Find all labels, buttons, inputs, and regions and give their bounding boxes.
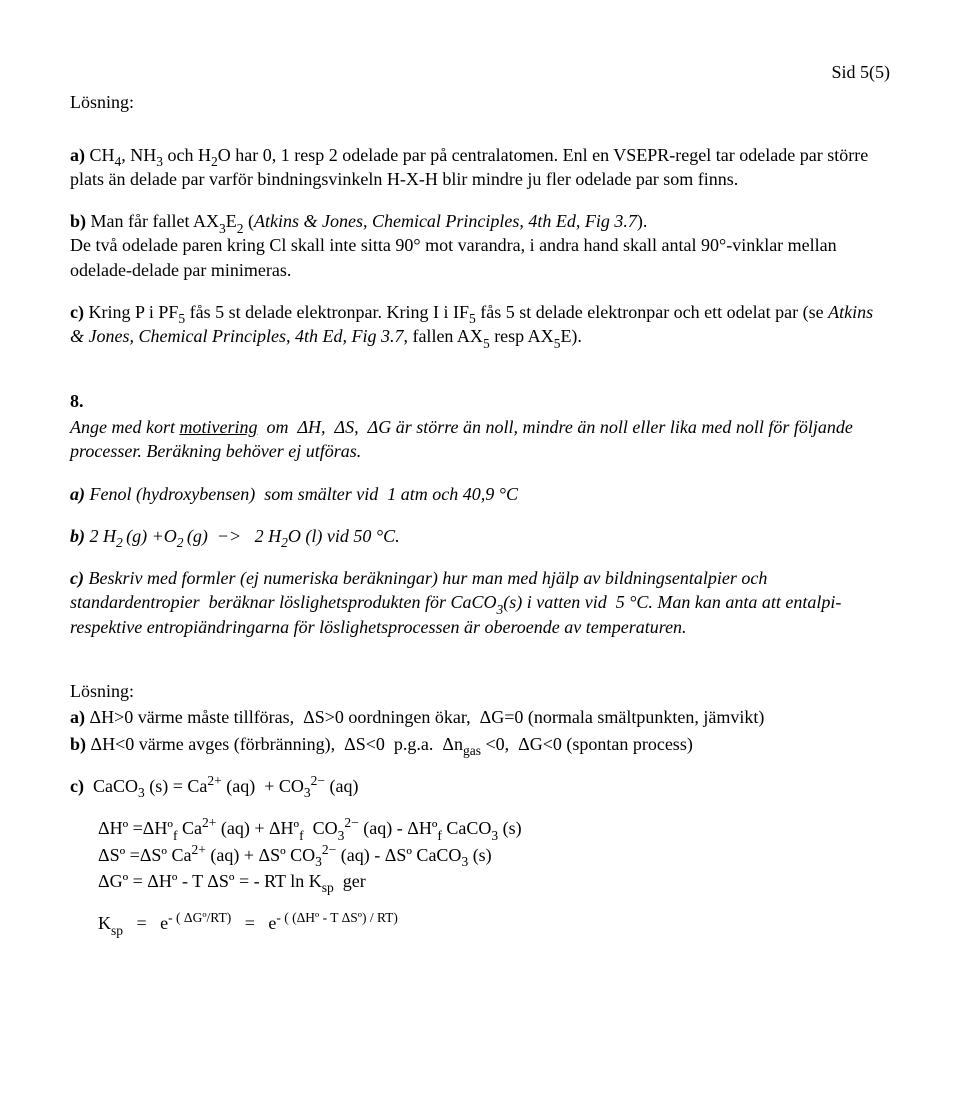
answer-c-label: c)	[70, 302, 84, 322]
dS-line: ΔSº =ΔSº Ca2+ (aq) + ΔSº CO32− (aq) - ΔS…	[70, 843, 890, 867]
sol-a-label: a)	[70, 707, 85, 727]
answer-b-label: b)	[70, 211, 86, 231]
sol-a: a) ΔH>0 värme måste tillföras, ΔS>0 oord…	[70, 705, 890, 729]
answer-b-ref: Atkins & Jones, Chemical Principles, 4th…	[254, 211, 637, 231]
losning-heading: Lösning:	[70, 90, 890, 114]
answer-c: c) Kring P i PF5 fås 5 st delade elektro…	[70, 300, 890, 349]
q8b: b) 2 H2 (g) +O2 (g) −> 2 H2O (l) vid 50 …	[70, 524, 890, 548]
dH-line: ΔHº =ΔHºf Ca2+ (aq) + ΔHºf CO32− (aq) - …	[70, 816, 890, 840]
page-number: Sid 5(5)	[70, 60, 890, 84]
answer-a: a) CH4, NH3 och H2O har 0, 1 resp 2 odel…	[70, 143, 890, 192]
q8-underline: motivering	[179, 417, 257, 437]
q8b-label: b)	[70, 526, 85, 546]
q8c: c) Beskriv med formler (ej numeriska ber…	[70, 566, 890, 639]
answer-b: b) Man får fallet AX3E2 (Atkins & Jones,…	[70, 209, 890, 282]
sol-b: b) ΔH<0 värme avges (förbränning), ΔS<0 …	[70, 732, 890, 756]
sol-b-label: b)	[70, 734, 86, 754]
sol-c-label: c)	[70, 776, 84, 796]
Ksp-line: Ksp = e- ( ΔGº/RT) = e- ( (ΔHº - T ΔSº) …	[70, 911, 890, 935]
dG-line: ΔGº = ΔHº - T ΔSº = - RT ln Ksp ger	[70, 869, 890, 893]
q8c-label: c)	[70, 568, 84, 588]
losning-heading-2: Lösning:	[70, 679, 890, 703]
sol-c-eq: c) CaCO3 (s) = Ca2+ (aq) + CO32− (aq)	[70, 774, 890, 798]
q8a: a) Fenol (hydroxybensen) som smälter vid…	[70, 482, 890, 506]
q8a-label: a)	[70, 484, 85, 504]
q8-number: 8.	[70, 389, 890, 413]
answer-a-label: a)	[70, 145, 85, 165]
q8-prompt: Ange med kort motivering om ΔH, ΔS, ΔG ä…	[70, 415, 890, 464]
